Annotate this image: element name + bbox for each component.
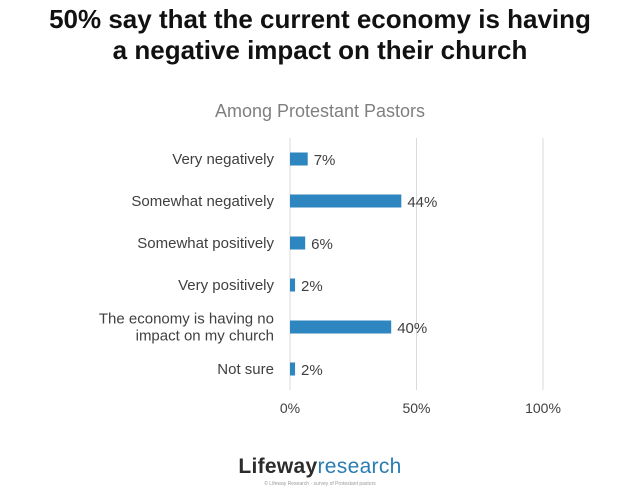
value-label-2: 6% (311, 236, 333, 253)
chart-title: 50% say that the current economy is havi… (0, 4, 640, 66)
category-label-4: The economy is having no impact on my chu… (99, 311, 274, 345)
footnote: © Lifeway Research · survey of Protestan… (264, 481, 376, 487)
value-label-0: 7% (314, 152, 336, 169)
category-label-line: Somewhat negatively (131, 193, 274, 210)
category-label-line: Very positively (178, 277, 274, 294)
logo-sub: research (317, 455, 402, 478)
category-label-line: Very negatively (172, 151, 274, 168)
value-label-5: 2% (301, 362, 323, 379)
x-tick-label-2: 100% (525, 400, 561, 416)
category-label-line: impact on my church (136, 328, 274, 345)
category-label-line: Somewhat positively (137, 235, 274, 252)
category-label-2: Somewhat positively (137, 235, 274, 252)
x-tick-label-0: 0% (280, 400, 300, 416)
chart-title-line-1: 50% say that the current economy is havi… (49, 4, 591, 34)
category-label-line: Not sure (217, 361, 274, 378)
bar-5 (290, 362, 296, 376)
x-tick-label-1: 50% (402, 400, 430, 416)
category-label-5: Not sure (217, 361, 274, 378)
bar-2 (290, 236, 306, 250)
bar-3 (290, 278, 296, 292)
category-label-line: The economy is having no (99, 311, 274, 328)
value-label-4: 40% (397, 320, 427, 337)
chart-subtitle: Among Protestant Pastors (214, 101, 426, 121)
lifeway-research-logo: Lifewayresearch (0, 455, 640, 479)
value-label-3: 2% (301, 278, 323, 295)
bar-4 (290, 320, 392, 334)
logo-brand: Lifeway (238, 455, 318, 478)
category-label-0: Very negatively (172, 151, 274, 168)
value-label-1: 44% (407, 194, 437, 211)
bar-1 (290, 194, 402, 208)
chart-title-line-2: a negative impact on their church (112, 35, 528, 65)
bar-0 (290, 152, 308, 166)
category-label-3: Very positively (178, 277, 274, 294)
category-label-1: Somewhat negatively (131, 193, 274, 210)
bar-chart: Very negatively 7% Somewhat negatively 44% S… (99, 138, 561, 416)
